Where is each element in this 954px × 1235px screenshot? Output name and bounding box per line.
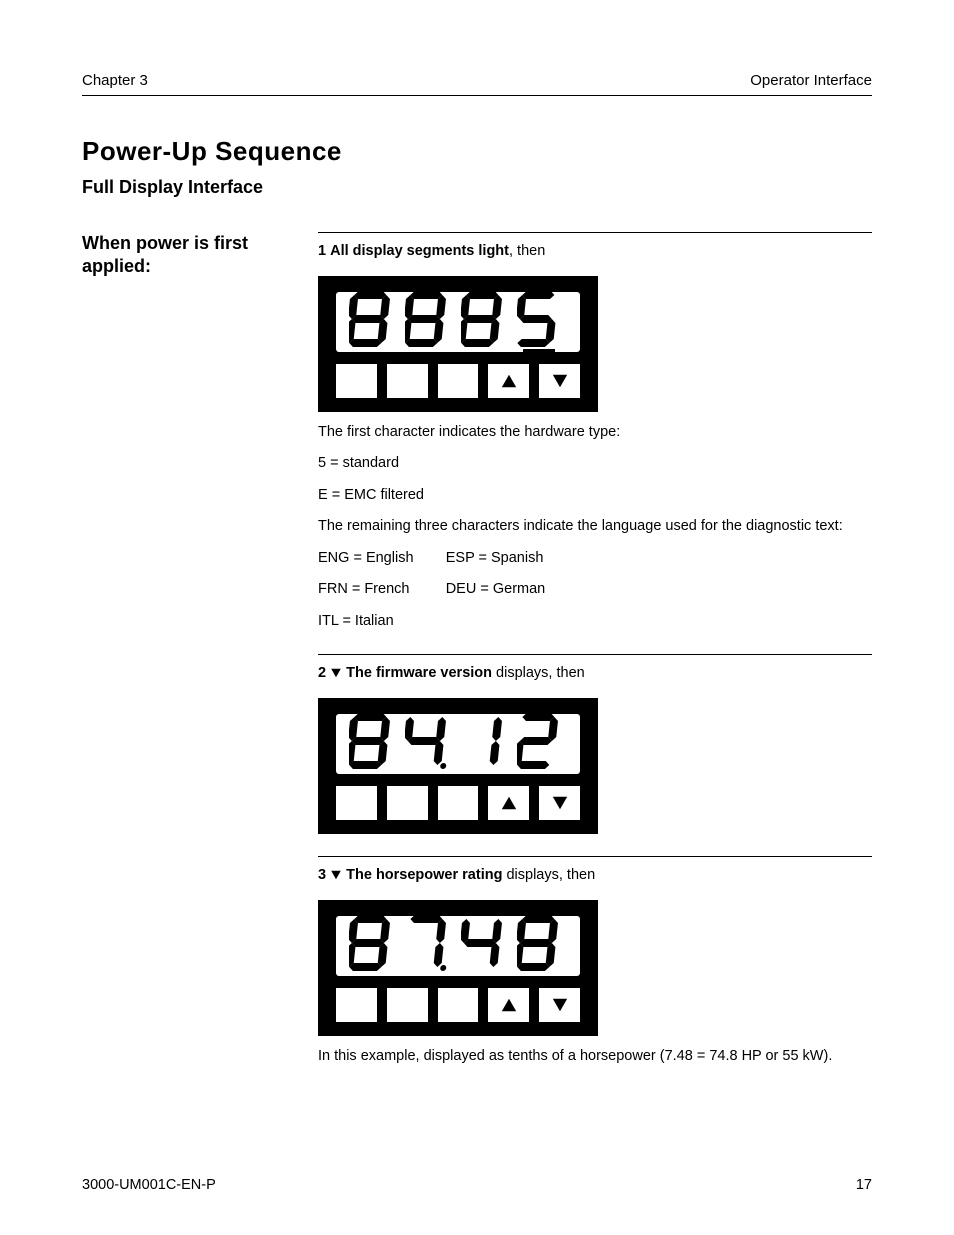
step-1-para-3: The remaining three characters indicate … <box>318 516 872 537</box>
lcd-button-1[interactable] <box>336 364 377 398</box>
step-3-body: In this example, displayed as tenths of … <box>318 1046 872 1067</box>
page-header: Chapter 3 Operator Interface <box>82 72 872 96</box>
step-1-para-2: E = EMC filtered <box>318 485 872 506</box>
lcd-panel <box>318 698 598 834</box>
down-triangle-icon <box>330 665 342 681</box>
lcd-button-up[interactable] <box>488 364 529 398</box>
lcd-panel <box>318 900 598 1036</box>
step-1-para-6: ITL = Italian <box>318 611 872 632</box>
step-1: 1 All display segments light, then The f… <box>318 232 872 632</box>
lcd-panel <box>318 276 598 412</box>
step-1-para-1: 5 = standard <box>318 453 872 474</box>
page-subtitle: Full Display Interface <box>82 177 872 198</box>
lcd-button-2[interactable] <box>387 988 428 1022</box>
lcd-button-row <box>336 364 580 398</box>
step-1-para-0: The first character indicates the hardwa… <box>318 422 872 443</box>
sidebar-heading: When power is first applied: <box>82 232 298 277</box>
step-2-heading: 2 The firmware version displays, then <box>318 663 872 684</box>
step-3-heading: 3 The horsepower rating displays, then <box>318 865 872 886</box>
step-1-heading: 1 All display segments light, then <box>318 241 872 262</box>
page-title: Power-Up Sequence <box>82 136 872 167</box>
step-3-para-0: In this example, displayed as tenths of … <box>318 1046 872 1067</box>
lcd-button-1[interactable] <box>336 786 377 820</box>
lcd-screen <box>336 916 580 976</box>
lcd-button-up[interactable] <box>488 988 529 1022</box>
footer-pagenum: 17 <box>856 1177 872 1193</box>
step-1-para-4: ENG = English ESP = Spanish <box>318 548 872 569</box>
lcd-button-down[interactable] <box>539 988 580 1022</box>
footer-docnum: 3000-UM001C-EN-P <box>82 1177 216 1193</box>
down-triangle-icon <box>330 867 342 883</box>
step-1-body: The first character indicates the hardwa… <box>318 422 872 632</box>
lcd-button-3[interactable] <box>438 988 479 1022</box>
lcd-button-2[interactable] <box>387 786 428 820</box>
header-section: Operator Interface <box>750 72 872 89</box>
page-footer: 3000-UM001C-EN-P 17 <box>82 1177 872 1193</box>
step-2: 2 The firmware version displays, then <box>318 654 872 834</box>
lcd-button-down[interactable] <box>539 364 580 398</box>
lcd-button-1[interactable] <box>336 988 377 1022</box>
lcd-button-down[interactable] <box>539 786 580 820</box>
lcd-button-2[interactable] <box>387 364 428 398</box>
steps-list: 1 All display segments light, then The f… <box>318 232 872 1078</box>
step-1-para-5: FRN = French DEU = German <box>318 579 872 600</box>
lcd-button-3[interactable] <box>438 364 479 398</box>
lcd-button-row <box>336 786 580 820</box>
step-3: 3 The horsepower rating displays, then I… <box>318 856 872 1067</box>
lcd-screen <box>336 714 580 774</box>
lcd-button-row <box>336 988 580 1022</box>
lcd-button-3[interactable] <box>438 786 479 820</box>
lcd-screen <box>336 292 580 352</box>
header-chapter: Chapter 3 <box>82 72 148 89</box>
lcd-button-up[interactable] <box>488 786 529 820</box>
